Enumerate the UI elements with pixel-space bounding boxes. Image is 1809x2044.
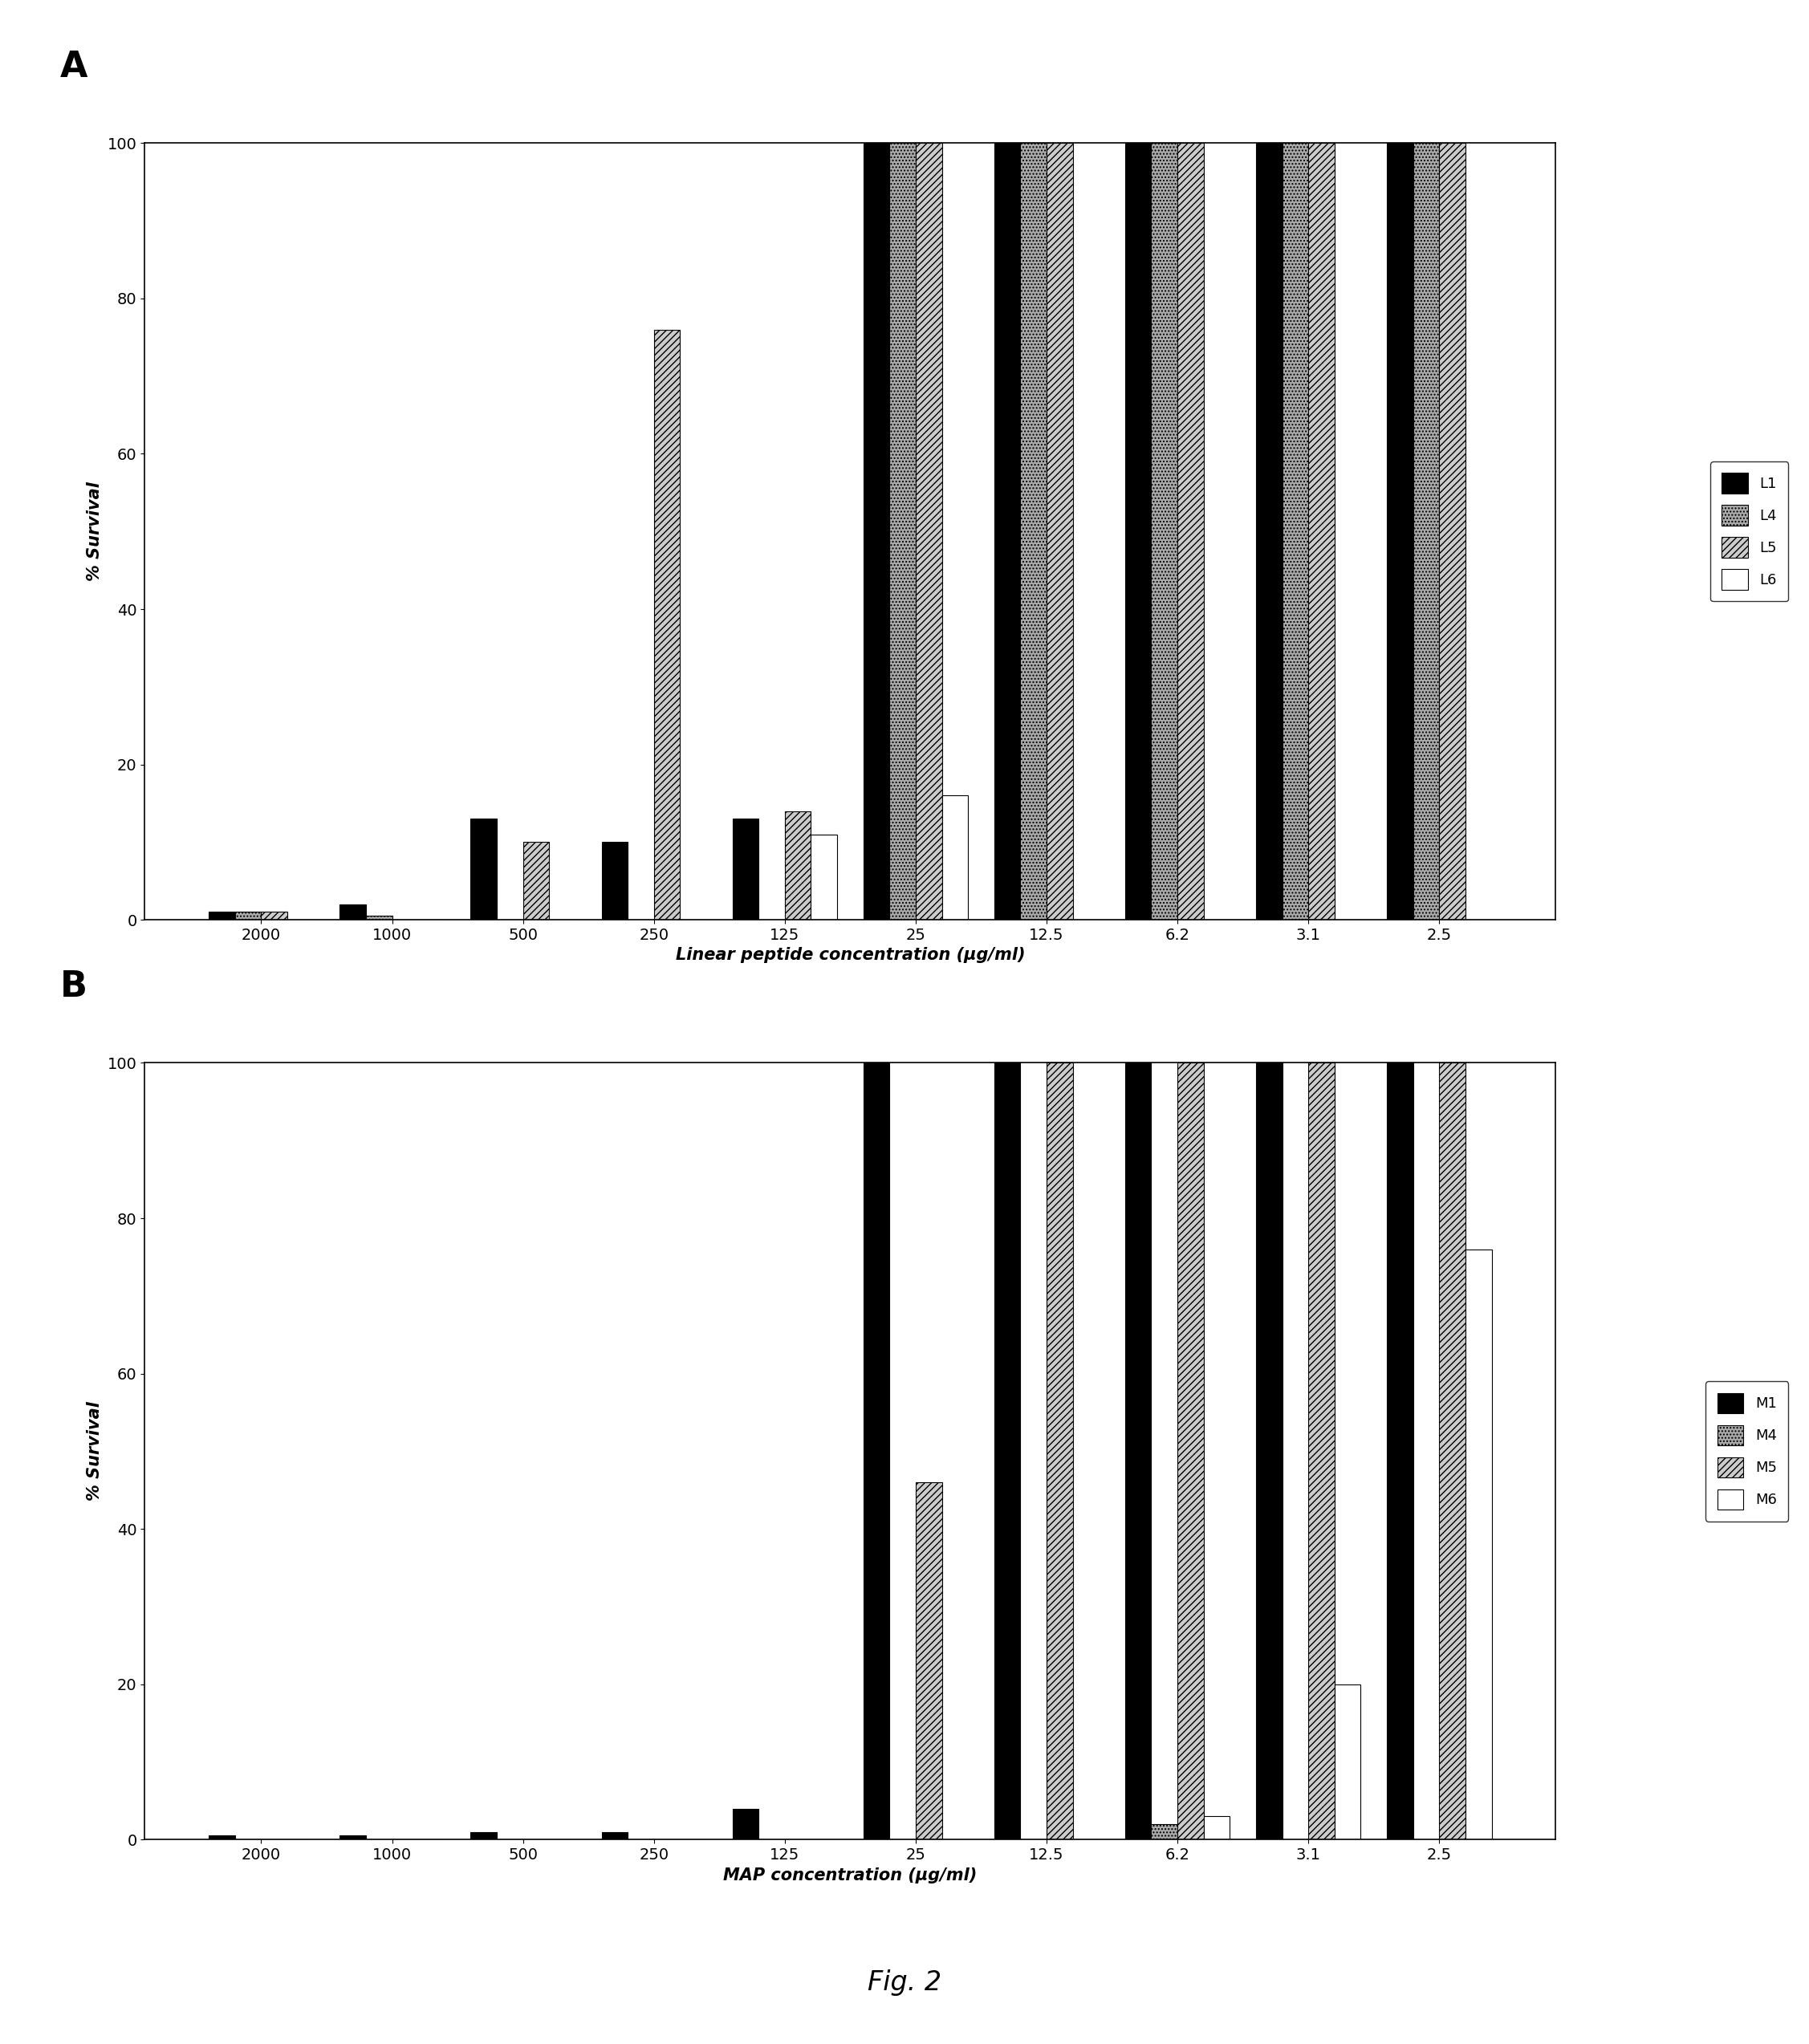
Bar	[1178, 1063, 1203, 1840]
Bar	[733, 820, 758, 920]
Bar	[1308, 143, 1335, 920]
Bar	[470, 820, 497, 920]
Bar	[942, 795, 968, 920]
Bar	[1440, 143, 1465, 920]
Bar	[602, 842, 628, 920]
Bar	[1255, 143, 1283, 920]
Bar	[863, 143, 890, 920]
Bar	[785, 811, 810, 920]
Bar	[1255, 1063, 1283, 1840]
Bar	[235, 912, 260, 920]
Bar	[1047, 1063, 1073, 1840]
Bar	[208, 1836, 235, 1840]
Legend: M1, M4, M5, M6: M1, M4, M5, M6	[1706, 1382, 1789, 1521]
Legend: L1, L4, L5, L6: L1, L4, L5, L6	[1710, 462, 1789, 601]
Bar	[1125, 1063, 1151, 1840]
Bar	[1203, 1817, 1230, 1840]
Bar	[340, 903, 365, 920]
Bar	[995, 143, 1020, 920]
Bar	[1151, 143, 1178, 920]
Bar	[340, 1836, 365, 1840]
Bar	[208, 912, 235, 920]
Bar	[915, 1482, 942, 1840]
Bar	[995, 1063, 1020, 1840]
Bar	[1308, 1063, 1335, 1840]
Bar	[602, 1831, 628, 1840]
Text: B: B	[60, 969, 87, 1004]
Text: Fig. 2: Fig. 2	[868, 1970, 941, 1995]
Bar	[863, 1063, 890, 1840]
Text: A: A	[60, 49, 89, 84]
Bar	[1283, 143, 1308, 920]
Bar	[1151, 1823, 1178, 1840]
X-axis label: Linear peptide concentration (μg/ml): Linear peptide concentration (μg/ml)	[675, 946, 1026, 963]
Bar	[915, 143, 942, 920]
Y-axis label: % Survival: % Survival	[87, 482, 103, 580]
Bar	[260, 912, 288, 920]
Bar	[1020, 143, 1047, 920]
Bar	[1413, 143, 1440, 920]
Bar	[470, 1831, 497, 1840]
Bar	[523, 842, 550, 920]
Bar	[890, 143, 915, 920]
Y-axis label: % Survival: % Survival	[87, 1402, 103, 1500]
Bar	[1335, 1684, 1360, 1840]
Bar	[1465, 1249, 1492, 1840]
Bar	[653, 329, 680, 920]
Bar	[1047, 143, 1073, 920]
Bar	[1388, 1063, 1413, 1840]
Bar	[810, 834, 838, 920]
Bar	[1125, 143, 1151, 920]
Bar	[733, 1809, 758, 1840]
Bar	[365, 916, 393, 920]
Bar	[1388, 143, 1413, 920]
X-axis label: MAP concentration (μg/ml): MAP concentration (μg/ml)	[724, 1866, 977, 1883]
Bar	[1440, 1063, 1465, 1840]
Bar	[1178, 143, 1203, 920]
